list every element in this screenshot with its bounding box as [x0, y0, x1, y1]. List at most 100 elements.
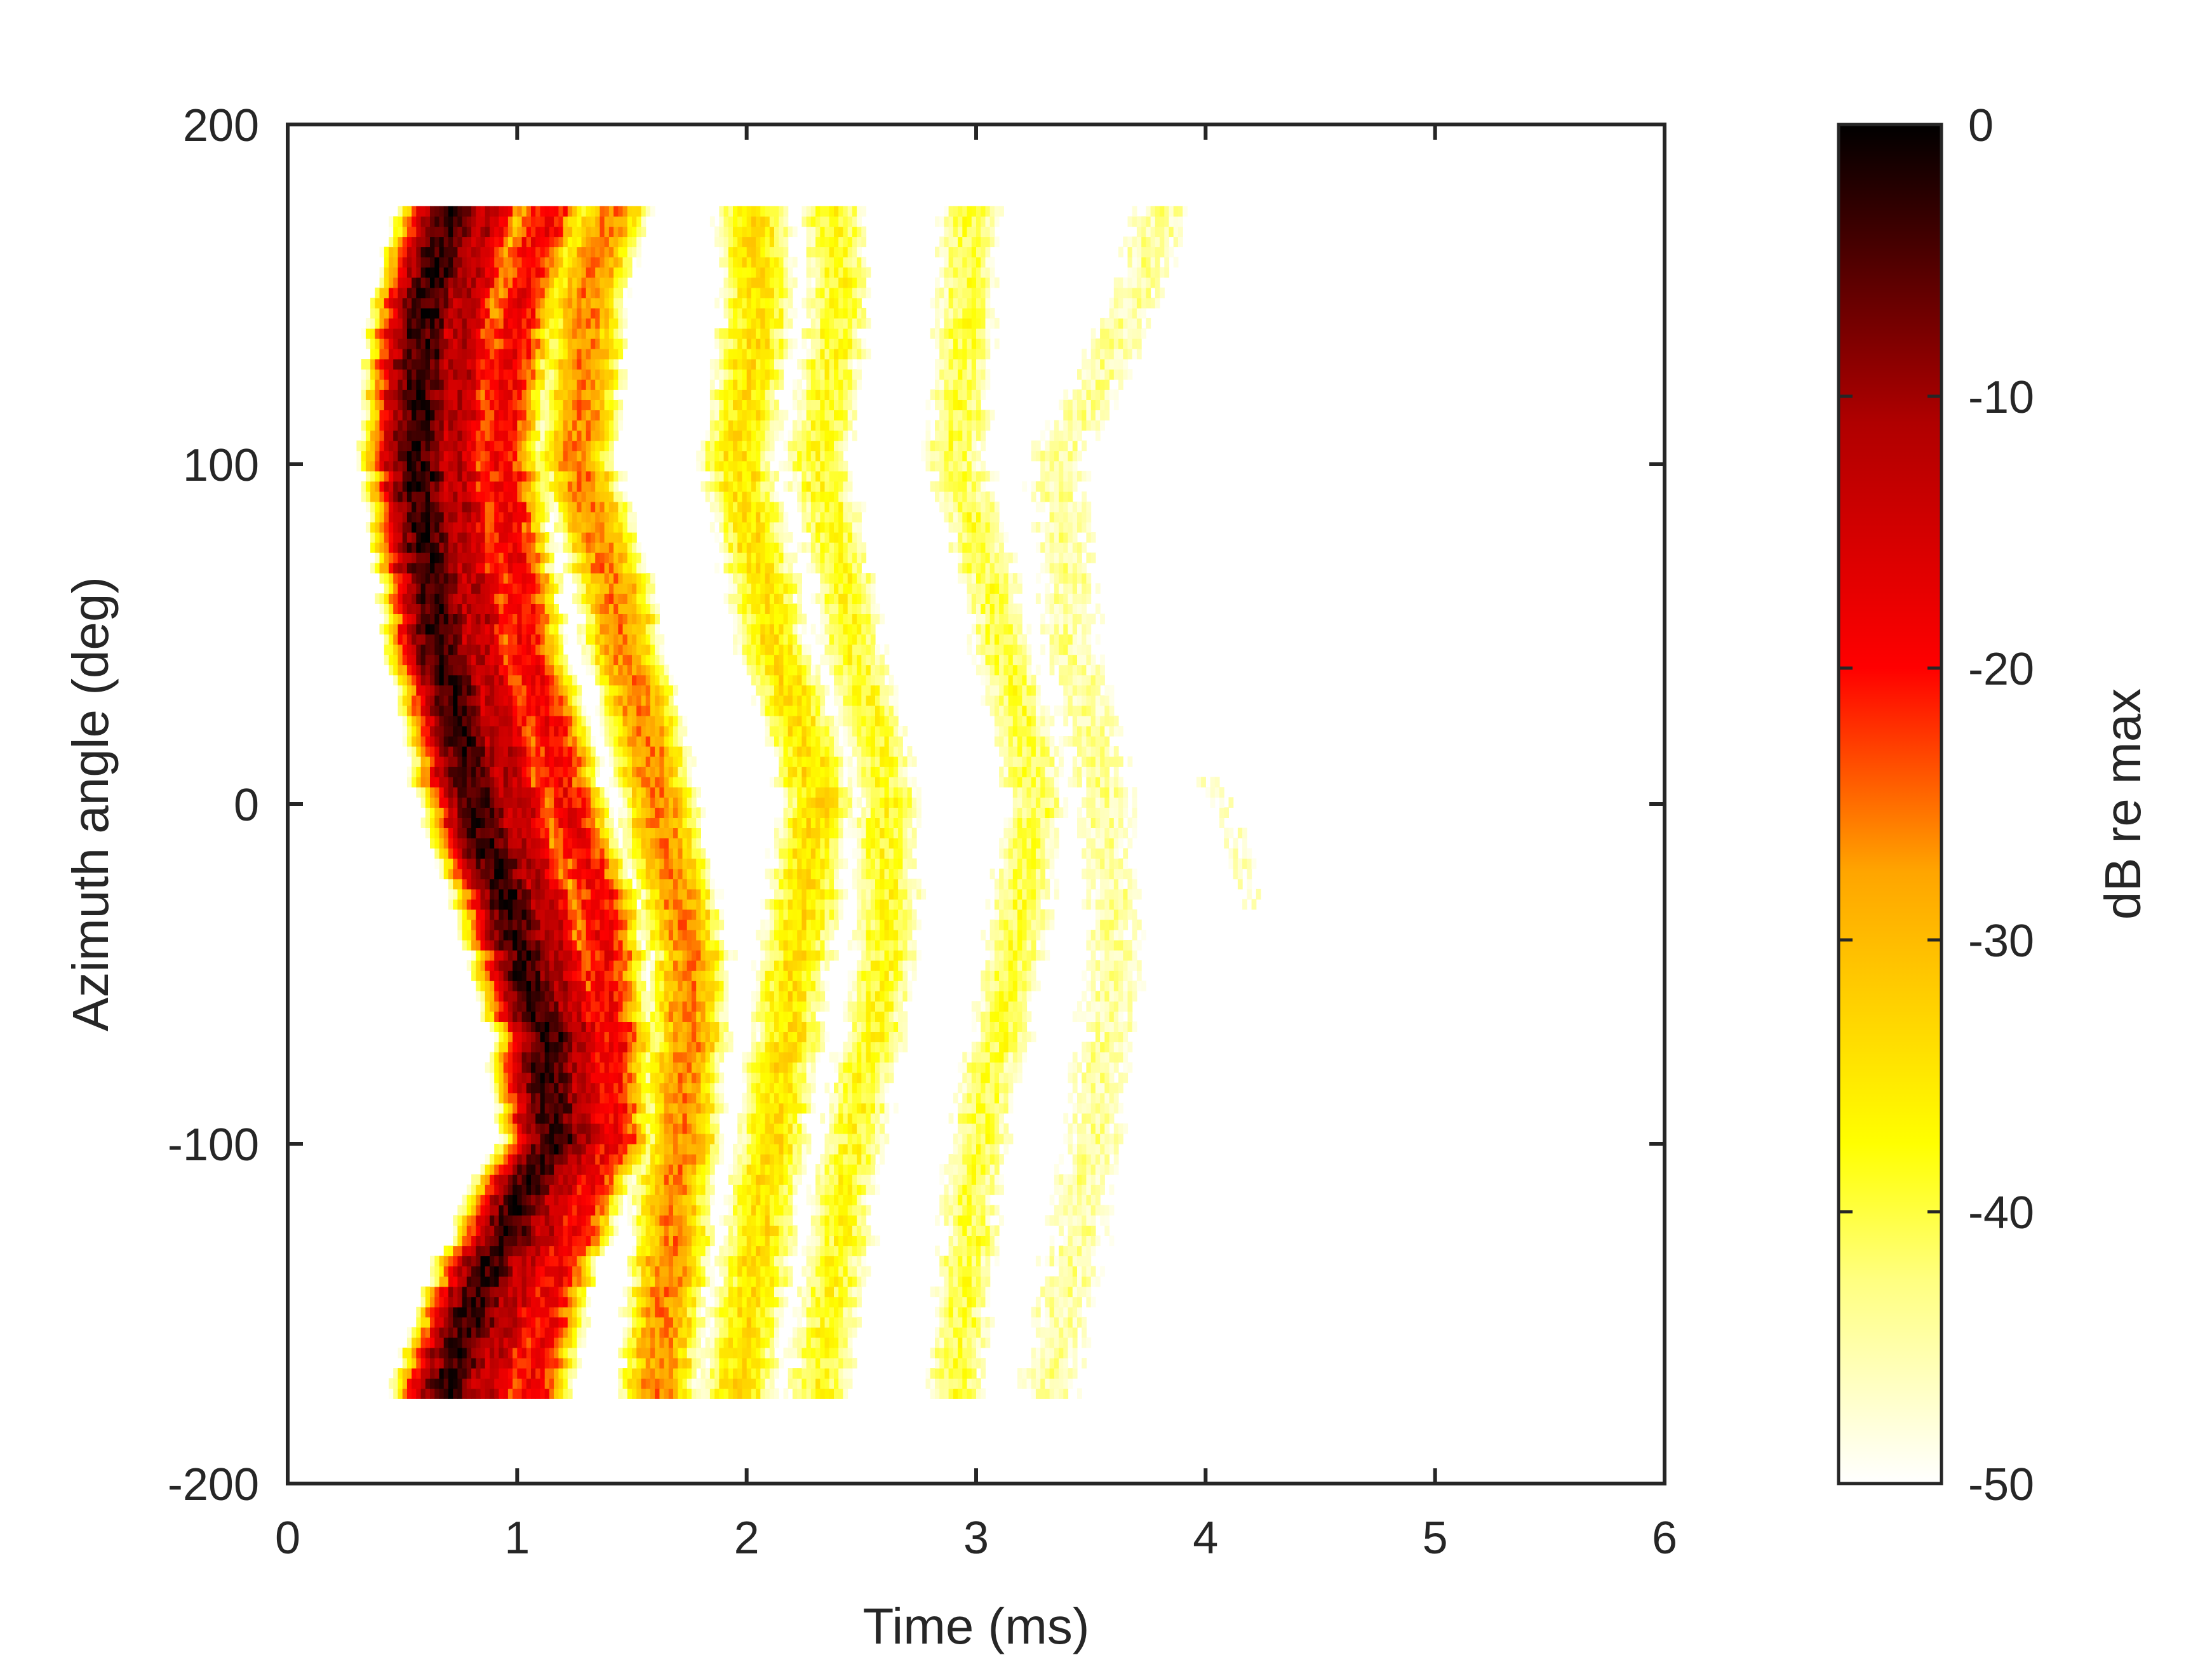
heatmap-cell [462, 1337, 467, 1348]
heatmap-cell [521, 930, 527, 941]
heatmap-cell [760, 1092, 766, 1104]
heatmap-cell [728, 1225, 734, 1236]
heatmap-cell [521, 1062, 527, 1073]
heatmap-cell [1054, 1256, 1059, 1267]
heatmap-cell [513, 1072, 518, 1083]
heatmap-cell [581, 1001, 587, 1012]
heatmap-cell [490, 1154, 495, 1165]
heatmap-cell [861, 1113, 867, 1124]
heatmap-cell [815, 981, 821, 991]
heatmap-cell [1026, 1368, 1032, 1379]
heatmap-cell [535, 1256, 540, 1267]
heatmap-cell [608, 1133, 614, 1144]
heatmap-cell [494, 960, 499, 971]
heatmap-cell [866, 1113, 871, 1124]
heatmap-cell [632, 1113, 637, 1124]
heatmap-cell [604, 1011, 610, 1022]
heatmap-cell [591, 919, 596, 930]
heatmap-cell [1045, 1368, 1050, 1379]
heatmap-cell [503, 1266, 509, 1277]
heatmap-cell [416, 1358, 422, 1369]
heatmap-cell [507, 1368, 513, 1379]
heatmap-cell [600, 1102, 605, 1114]
heatmap-cell [655, 1327, 660, 1338]
heatmap-cell [797, 1144, 802, 1155]
heatmap-cell [723, 1378, 729, 1389]
heatmap-cell [861, 1215, 867, 1226]
heatmap-cell [664, 1133, 669, 1144]
heatmap-cell [783, 940, 789, 951]
heatmap-cell [632, 1001, 637, 1012]
heatmap-cell [709, 1327, 715, 1338]
heatmap-cell [751, 1001, 756, 1012]
heatmap-cell [563, 1286, 568, 1297]
heatmap-cell [948, 1378, 954, 1389]
heatmap-cell [503, 1225, 509, 1236]
heatmap-cell [513, 1144, 518, 1155]
heatmap-cell [760, 1154, 766, 1165]
heatmap-cell [572, 1174, 577, 1185]
heatmap-cell [549, 1102, 554, 1114]
heatmap-cell [613, 930, 619, 941]
heatmap-cell [760, 1113, 766, 1124]
heatmap-cell [494, 940, 499, 951]
heatmap-cell [494, 1286, 499, 1297]
heatmap-cell [810, 1225, 816, 1236]
heatmap-cell [1104, 1144, 1110, 1155]
heatmap-cell [1031, 1031, 1036, 1043]
heatmap-cell [513, 1052, 518, 1063]
heatmap-cell [526, 991, 532, 1002]
heatmap-cell [746, 1266, 752, 1277]
heatmap-cell [457, 1368, 463, 1379]
heatmap-cell [746, 1123, 752, 1134]
heatmap-cell [503, 1286, 509, 1297]
heatmap-cell [1086, 1042, 1092, 1053]
heatmap-cell [696, 1174, 701, 1185]
heatmap-cell [801, 919, 807, 930]
heatmap-cell [870, 1052, 876, 1063]
heatmap-cell [1059, 1337, 1064, 1348]
heatmap-cell [687, 1123, 692, 1134]
heatmap-cell [655, 1317, 660, 1328]
heatmap-cell [810, 919, 816, 930]
heatmap-cell [751, 1021, 756, 1032]
heatmap-cell [1104, 1092, 1110, 1104]
heatmap-cell [774, 1266, 779, 1277]
heatmap-cell [815, 1327, 821, 1338]
heatmap-cell [1104, 1052, 1110, 1063]
heatmap-cell [627, 1174, 633, 1185]
heatmap-cell [967, 1164, 972, 1175]
heatmap-cell [1118, 930, 1123, 941]
heatmap-cell [581, 1011, 587, 1022]
heatmap-cell [572, 1102, 577, 1114]
heatmap-cell [847, 1245, 853, 1257]
heatmap-cell [503, 919, 509, 930]
heatmap-cell [632, 1286, 637, 1297]
heatmap-cell [705, 940, 711, 951]
heatmap-cell [843, 1388, 848, 1399]
heatmap-cell [577, 1245, 582, 1257]
heatmap-cell [678, 1092, 683, 1104]
heatmap-cell [985, 1052, 991, 1063]
heatmap-cell [636, 1001, 641, 1012]
heatmap-cell [953, 1205, 958, 1216]
heatmap-cell [480, 1358, 486, 1369]
heatmap-cell [852, 1276, 857, 1287]
heatmap-cell [586, 1154, 591, 1165]
heatmap-cell [627, 940, 633, 951]
heatmap-cell [526, 970, 532, 981]
heatmap-cell [1003, 960, 1009, 971]
heatmap-cell [810, 1296, 816, 1308]
heatmap-cell [1063, 1174, 1069, 1185]
heatmap-cell [989, 960, 995, 971]
heatmap-cell [591, 1092, 596, 1104]
heatmap-cell [457, 1358, 463, 1369]
heatmap-cell [636, 1082, 641, 1094]
heatmap-cell [756, 1113, 761, 1124]
heatmap-cell [453, 1276, 458, 1287]
heatmap-cell [751, 1031, 756, 1043]
heatmap-cell [1003, 1042, 1009, 1053]
heatmap-cell [714, 1256, 720, 1267]
heatmap-cell [600, 930, 605, 941]
heatmap-cell [490, 950, 495, 961]
